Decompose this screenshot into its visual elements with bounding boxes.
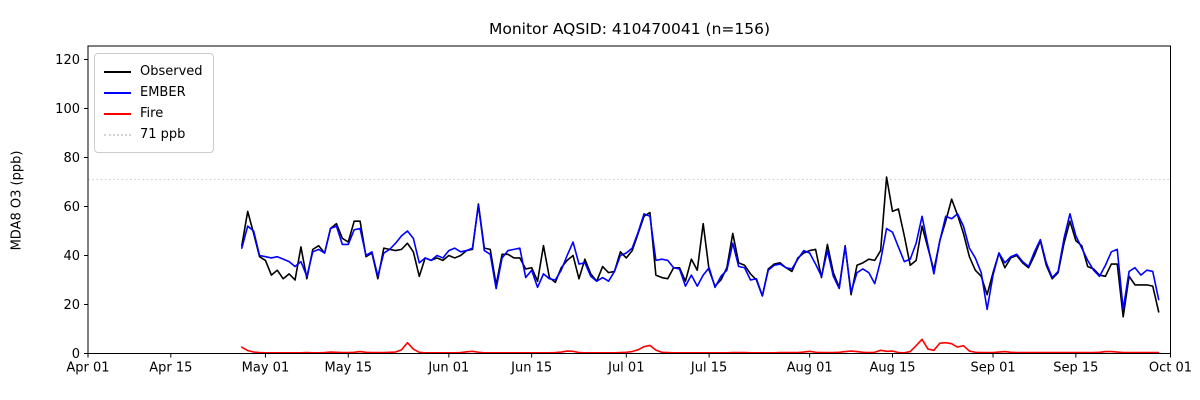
x-tick-label: Aug 01 xyxy=(787,361,833,376)
legend-label-ember: EMBER xyxy=(140,85,186,100)
legend-label-threshold: 71 ppb xyxy=(140,127,186,142)
y-tick-label: 120 xyxy=(55,53,80,68)
x-tick-label: May 15 xyxy=(324,361,372,376)
ember-line-sample xyxy=(104,91,131,94)
x-tick-label: Oct 01 xyxy=(1149,361,1192,376)
x-tick-label: May 01 xyxy=(242,361,290,376)
x-tick-label: Jul 01 xyxy=(607,361,644,376)
observed-line-sample xyxy=(104,70,131,73)
x-tick-label: Jun 15 xyxy=(510,361,552,376)
x-tick-label: Jun 01 xyxy=(427,361,469,376)
y-tick-label: 80 xyxy=(63,151,80,166)
y-tick-label: 0 xyxy=(72,347,80,362)
x-tick-label: Jul 15 xyxy=(690,361,727,376)
y-axis-label: MDA8 O3 (ppb) xyxy=(9,150,25,251)
legend: Observed EMBER Fire 71 ppb xyxy=(94,53,214,153)
legend-item-observed: Observed xyxy=(104,61,203,82)
fire-line-sample xyxy=(104,112,131,115)
series-line-ember xyxy=(241,204,1160,311)
threshold-line-sample xyxy=(104,133,131,136)
x-tick-label: Sep 01 xyxy=(970,361,1015,376)
legend-item-ember: EMBER xyxy=(104,82,203,103)
legend-item-threshold: 71 ppb xyxy=(104,124,203,145)
y-tick-label: 100 xyxy=(55,102,80,117)
y-tick-label: 60 xyxy=(63,200,80,215)
x-tick-label: Sep 15 xyxy=(1053,361,1098,376)
series-line-fire xyxy=(241,338,1160,354)
legend-item-fire: Fire xyxy=(104,103,203,124)
axes-border xyxy=(87,45,1171,354)
x-tick-label: Apr 01 xyxy=(66,361,109,376)
chart-title: Monitor AQSID: 410470041 (n=156) xyxy=(488,20,771,38)
y-tick-label: 20 xyxy=(63,298,80,313)
x-tick-label: Apr 15 xyxy=(149,361,192,376)
y-tick-label: 40 xyxy=(63,249,80,264)
series-line-observed xyxy=(241,176,1160,318)
legend-label-observed: Observed xyxy=(140,64,203,79)
legend-label-fire: Fire xyxy=(140,106,164,121)
x-tick-label: Aug 15 xyxy=(869,361,915,376)
